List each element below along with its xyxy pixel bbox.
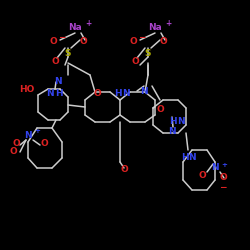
Text: H: H [181, 154, 189, 162]
Text: O: O [219, 174, 227, 182]
Text: O: O [51, 58, 59, 66]
Text: O: O [131, 58, 139, 66]
Text: N: N [140, 86, 148, 96]
Text: O: O [159, 38, 167, 46]
Text: N: N [46, 88, 54, 98]
Text: O: O [120, 166, 128, 174]
Text: O: O [129, 38, 137, 46]
Text: N: N [54, 78, 62, 86]
Text: Na: Na [68, 24, 82, 32]
Text: −: − [58, 34, 66, 42]
Text: O: O [12, 138, 20, 147]
Text: −: − [219, 182, 227, 192]
Text: +: + [165, 20, 171, 28]
Text: H: H [55, 88, 63, 98]
Text: N: N [211, 164, 219, 172]
Text: +: + [221, 162, 227, 168]
Text: S: S [65, 48, 71, 58]
Text: O: O [93, 88, 101, 98]
Text: +: + [34, 128, 40, 134]
Text: O: O [49, 38, 57, 46]
Text: N: N [177, 116, 185, 126]
Text: O: O [156, 104, 164, 114]
Text: O: O [79, 38, 87, 46]
Text: HO: HO [19, 86, 35, 94]
Text: +: + [85, 20, 91, 28]
Text: Na: Na [148, 24, 162, 32]
Text: S: S [145, 48, 151, 58]
Text: O: O [40, 138, 48, 147]
Text: −: − [138, 34, 146, 42]
Text: O: O [9, 148, 17, 156]
Text: N: N [168, 128, 176, 136]
Text: H: H [114, 88, 122, 98]
Text: N: N [188, 154, 196, 162]
Text: N: N [24, 130, 32, 140]
Text: N: N [122, 88, 130, 98]
Text: H: H [169, 116, 177, 126]
Text: O: O [198, 172, 206, 180]
